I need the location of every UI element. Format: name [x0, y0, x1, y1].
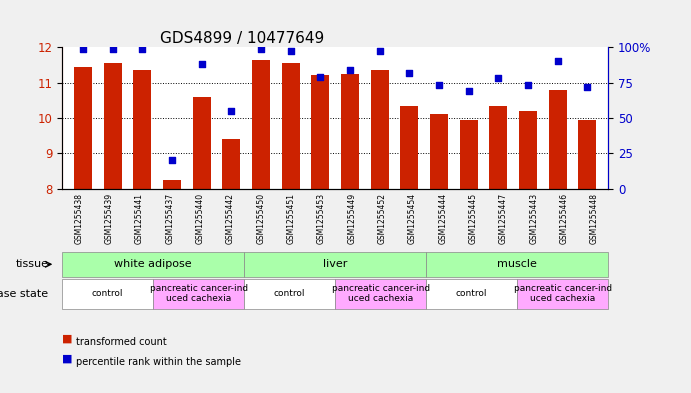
Point: [196, 61, 207, 67]
Text: GSM1255452: GSM1255452: [378, 193, 387, 244]
Point: [433, 82, 444, 88]
Bar: [312, 75, 329, 189]
Bar: [74, 67, 92, 189]
Text: pancreatic cancer-ind
uced cachexia: pancreatic cancer-ind uced cachexia: [513, 284, 612, 303]
Text: percentile rank within the sample: percentile rank within the sample: [76, 356, 241, 367]
Text: tissue: tissue: [15, 259, 48, 269]
Bar: [163, 180, 181, 189]
Bar: [371, 70, 388, 189]
Point: [493, 75, 504, 81]
Bar: [223, 139, 240, 189]
Point: [167, 157, 178, 163]
Text: GSM1255438: GSM1255438: [75, 193, 84, 244]
Point: [107, 46, 118, 52]
Text: GSM1255444: GSM1255444: [438, 193, 447, 244]
Text: GDS4899 / 10477649: GDS4899 / 10477649: [160, 31, 324, 46]
Text: GSM1255437: GSM1255437: [165, 193, 174, 244]
Text: control: control: [274, 289, 305, 298]
Bar: [578, 120, 596, 189]
Point: [137, 46, 148, 52]
Text: GSM1255453: GSM1255453: [317, 193, 326, 244]
Point: [77, 46, 88, 52]
Text: GSM1255443: GSM1255443: [529, 193, 538, 244]
Text: GSM1255451: GSM1255451: [287, 193, 296, 244]
Text: GSM1255449: GSM1255449: [348, 193, 357, 244]
Bar: [460, 120, 477, 189]
Point: [374, 48, 385, 55]
Bar: [282, 63, 299, 189]
Text: pancreatic cancer-ind
uced cachexia: pancreatic cancer-ind uced cachexia: [149, 284, 248, 303]
Bar: [133, 70, 151, 189]
Text: GSM1255447: GSM1255447: [499, 193, 508, 244]
Bar: [400, 105, 418, 189]
Text: GSM1255439: GSM1255439: [105, 193, 114, 244]
Bar: [519, 111, 537, 189]
Point: [285, 48, 296, 55]
Bar: [430, 114, 448, 189]
Text: GSM1255445: GSM1255445: [468, 193, 477, 244]
Text: GSM1255446: GSM1255446: [560, 193, 569, 244]
Bar: [489, 105, 507, 189]
Text: ■: ■: [62, 354, 73, 364]
Point: [226, 108, 237, 114]
Point: [582, 84, 593, 90]
Point: [315, 74, 326, 80]
Bar: [193, 97, 211, 189]
Text: ■: ■: [62, 334, 73, 344]
Text: GSM1255448: GSM1255448: [590, 193, 599, 244]
Text: transformed count: transformed count: [76, 337, 167, 347]
Text: control: control: [92, 289, 124, 298]
Text: liver: liver: [323, 259, 348, 269]
Text: GSM1255454: GSM1255454: [408, 193, 417, 244]
Bar: [252, 59, 270, 189]
Bar: [104, 63, 122, 189]
Text: GSM1255442: GSM1255442: [226, 193, 235, 244]
Bar: [549, 90, 567, 189]
Bar: [341, 73, 359, 189]
Text: GSM1255440: GSM1255440: [196, 193, 205, 244]
Text: muscle: muscle: [497, 259, 537, 269]
Point: [256, 46, 267, 52]
Point: [463, 88, 474, 94]
Text: GSM1255450: GSM1255450: [256, 193, 265, 244]
Text: pancreatic cancer-ind
uced cachexia: pancreatic cancer-ind uced cachexia: [332, 284, 430, 303]
Point: [552, 58, 563, 64]
Text: disease state: disease state: [0, 289, 48, 299]
Point: [344, 67, 355, 73]
Point: [522, 82, 533, 88]
Point: [404, 70, 415, 76]
Text: white adipose: white adipose: [114, 259, 192, 269]
Text: GSM1255441: GSM1255441: [135, 193, 144, 244]
Text: control: control: [456, 289, 487, 298]
